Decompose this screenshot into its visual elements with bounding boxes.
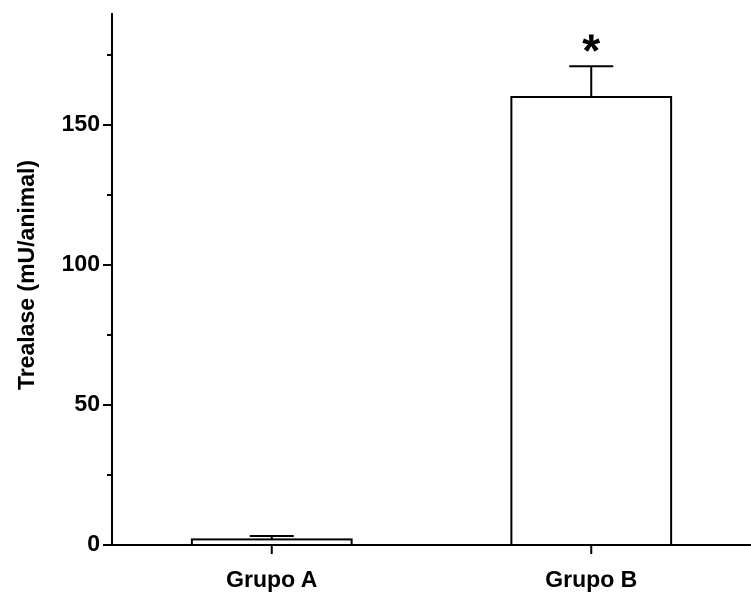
annotation: * xyxy=(582,24,600,76)
y-tick-label: 50 xyxy=(74,390,100,416)
y-tick-label: 100 xyxy=(62,250,100,276)
error-bar xyxy=(569,65,614,97)
bar xyxy=(190,538,353,547)
bar xyxy=(510,96,673,546)
x-tick-label: Grupo B xyxy=(545,566,637,592)
y-axis-label: Trealase (mU/animal) xyxy=(13,160,39,390)
x-tick-label: Grupo A xyxy=(226,566,317,592)
y-tick-label: 150 xyxy=(62,110,100,136)
error-bar xyxy=(249,535,294,540)
y-tick-label: 0 xyxy=(87,530,100,556)
